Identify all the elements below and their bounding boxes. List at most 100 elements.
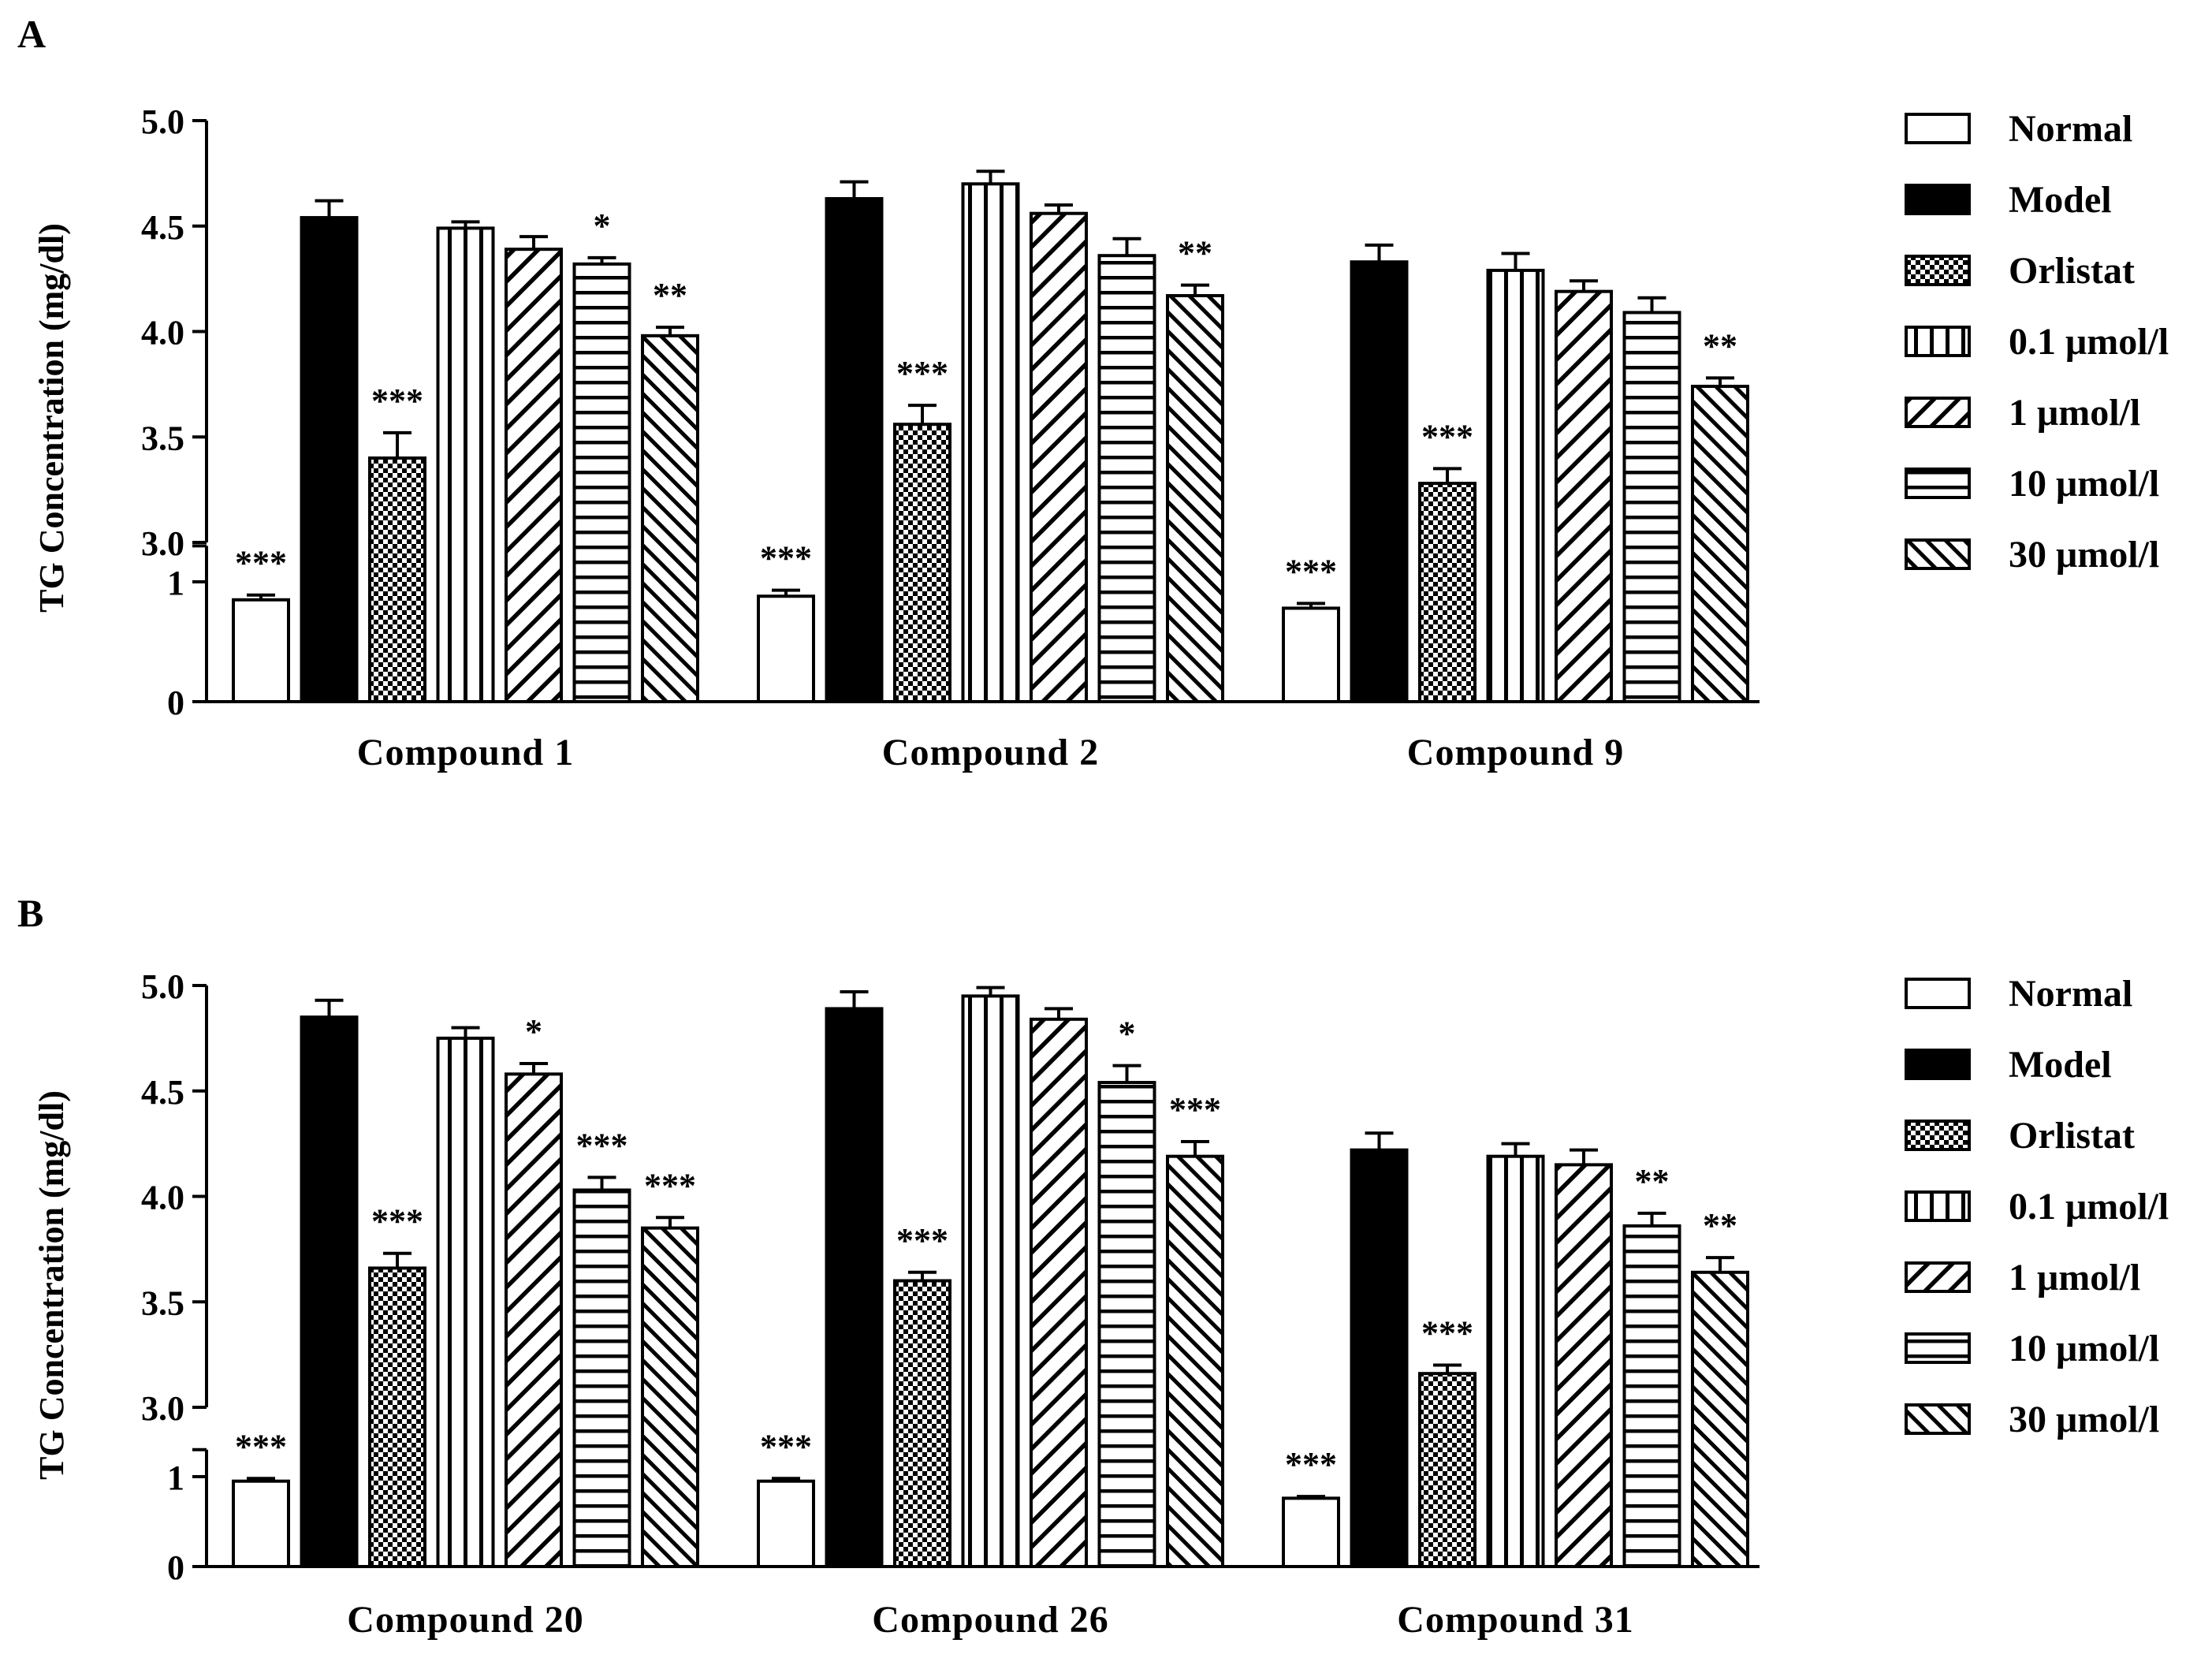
legend-label-model: Model: [2009, 179, 2112, 221]
bar-group: [825, 990, 884, 1569]
bar: [572, 1188, 631, 1568]
legend-label-c1: 1 μmol/l: [2009, 392, 2140, 434]
bar: [1622, 1224, 1681, 1568]
bar-group: *: [505, 1012, 563, 1568]
y-tick-label: 1: [167, 1459, 184, 1497]
legend-label-orlistat: Orlistat: [2009, 1115, 2135, 1157]
y-tick-label: 1: [167, 564, 184, 602]
y-axis-label: TG Concentration (mg/dl): [32, 1090, 71, 1480]
bar-group: [1555, 279, 1613, 703]
bar: [1282, 1496, 1340, 1568]
bar-group: [1486, 251, 1545, 703]
significance-label: ***: [896, 354, 948, 393]
significance-label: ***: [371, 1202, 423, 1241]
bar: [505, 248, 563, 703]
y-tick-label: 4.0: [141, 1179, 184, 1217]
legend-label-c10: 10 μmol/l: [2009, 463, 2159, 505]
legend-label-normal: Normal: [2009, 973, 2132, 1015]
significance-label: ***: [896, 1221, 948, 1260]
bar: [1097, 254, 1156, 703]
bar-group: ***: [1282, 1445, 1340, 1568]
bar-group: ***: [1418, 1314, 1477, 1568]
significance-label: ***: [760, 1427, 812, 1466]
bar: [1030, 211, 1088, 703]
bar: [1097, 1081, 1156, 1569]
significance-label: *: [1119, 1015, 1136, 1053]
legend-label-orlistat: Orlistat: [2009, 250, 2135, 292]
bar: [1030, 1017, 1088, 1569]
y-tick-label: 0: [167, 684, 184, 722]
legend-swatch-normal: [1905, 113, 1971, 144]
bar: [1166, 1154, 1224, 1569]
bar: [825, 196, 884, 704]
bar-group: ***: [757, 1427, 815, 1568]
legend-label-normal: Normal: [2009, 108, 2132, 150]
panel-label-a: A: [17, 12, 46, 56]
category-label: Compound 26: [872, 1599, 1108, 1641]
bar: [1350, 260, 1409, 704]
bar: [436, 1036, 495, 1568]
y-tick-label: 4.5: [141, 208, 184, 247]
bar-group: [300, 199, 359, 703]
bar: [368, 456, 426, 703]
legend-swatch-c1: [1905, 397, 1971, 428]
category-label: Compound 9: [1407, 732, 1624, 773]
bar: [368, 1266, 426, 1568]
y-tick-label: 4.5: [141, 1073, 184, 1112]
significance-label: **: [653, 276, 687, 315]
bar-group: [1622, 296, 1681, 703]
bar: [893, 1279, 951, 1568]
bar: [961, 994, 1020, 1568]
bar: [1555, 1163, 1613, 1568]
bar-group: ***: [757, 539, 815, 703]
bar-group: [1350, 243, 1409, 704]
significance-label: ***: [235, 544, 287, 583]
bar-group: ***: [1166, 1090, 1224, 1569]
bar-group: **: [1691, 1206, 1749, 1569]
bar-group: *: [1097, 1015, 1156, 1569]
bar-group: **: [1691, 326, 1749, 703]
bar-group: **: [1166, 234, 1224, 703]
bar-group: **: [641, 276, 699, 703]
bar-group: [1350, 1131, 1409, 1568]
bar-group: [1555, 1148, 1613, 1568]
bar-group: *: [572, 207, 631, 703]
significance-label: *: [525, 1012, 542, 1051]
legend-swatch-model: [1905, 184, 1971, 215]
bar: [572, 262, 631, 703]
significance-label: **: [1703, 1206, 1737, 1245]
bar-group: [1030, 1007, 1088, 1569]
significance-label: ***: [371, 382, 423, 420]
significance-label: **: [1703, 326, 1737, 365]
bar: [232, 1479, 290, 1568]
legend-swatch-c10: [1905, 468, 1971, 499]
legend-swatch-orlistat: [1905, 255, 1971, 286]
category-label: Compound 20: [347, 1599, 583, 1641]
bar: [1350, 1148, 1409, 1568]
legend-swatch-c30: [1905, 538, 1971, 570]
bar: [1418, 482, 1477, 703]
y-axis-label: TG Concentration (mg/dl): [32, 223, 71, 613]
legend-label-c30: 30 μmol/l: [2009, 534, 2159, 576]
bar-group: [436, 1026, 495, 1568]
bar: [641, 333, 699, 703]
bar: [1486, 1154, 1545, 1569]
bar: [436, 226, 495, 703]
significance-label: ***: [644, 1166, 696, 1205]
legend-swatch-model: [1905, 1049, 1971, 1080]
bar-group: ***: [232, 1427, 290, 1568]
legend-swatch-c30: [1905, 1403, 1971, 1435]
panel-a-chart: 0 13.0 3.5 4.0 4.5 5.0 TG Concentration (mg/dl…: [32, 102, 1760, 773]
bar: [1691, 385, 1749, 703]
category-label: Compound 2: [882, 732, 1099, 773]
y-tick-label: 3.0: [141, 524, 184, 563]
bar-group: [1486, 1142, 1545, 1569]
bar-group: ***: [893, 354, 951, 703]
category-label: Compound 1: [357, 732, 574, 773]
legend-swatch-c1: [1905, 1261, 1971, 1293]
bar: [300, 216, 359, 703]
legend-swatch-normal: [1905, 978, 1971, 1009]
legend-swatch-c01: [1905, 1190, 1971, 1222]
bar: [757, 1479, 815, 1568]
bar-group: [1030, 203, 1088, 703]
